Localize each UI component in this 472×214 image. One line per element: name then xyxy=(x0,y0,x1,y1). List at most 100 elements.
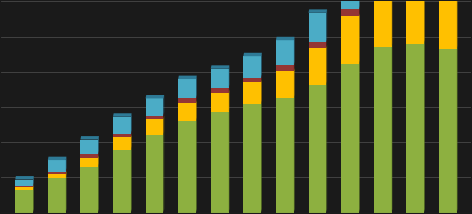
Polygon shape xyxy=(244,53,262,56)
Bar xyxy=(439,49,457,213)
Polygon shape xyxy=(294,68,295,98)
Polygon shape xyxy=(196,76,197,98)
Polygon shape xyxy=(359,61,360,213)
Polygon shape xyxy=(131,113,132,134)
Polygon shape xyxy=(359,0,360,9)
Bar xyxy=(80,167,98,213)
Polygon shape xyxy=(33,184,34,190)
Bar xyxy=(113,137,131,150)
Polygon shape xyxy=(131,130,132,137)
Bar xyxy=(406,44,424,213)
Bar xyxy=(145,116,163,119)
Bar xyxy=(15,186,33,187)
Polygon shape xyxy=(424,40,425,213)
Polygon shape xyxy=(228,85,229,93)
Bar xyxy=(276,98,294,213)
Bar xyxy=(244,78,261,82)
Bar xyxy=(48,171,66,174)
Polygon shape xyxy=(15,176,34,180)
Polygon shape xyxy=(163,132,164,213)
Polygon shape xyxy=(66,175,67,213)
Polygon shape xyxy=(113,113,132,117)
Bar xyxy=(145,98,163,116)
Bar xyxy=(113,134,131,137)
Polygon shape xyxy=(261,74,262,82)
Bar xyxy=(178,79,196,98)
Bar xyxy=(80,158,98,167)
Polygon shape xyxy=(98,151,99,158)
Bar xyxy=(341,9,359,16)
Polygon shape xyxy=(163,95,164,116)
Polygon shape xyxy=(98,136,99,154)
Polygon shape xyxy=(309,9,327,13)
Bar xyxy=(80,154,98,158)
Polygon shape xyxy=(178,76,197,79)
Bar xyxy=(374,47,392,213)
Bar xyxy=(244,82,261,104)
Polygon shape xyxy=(163,116,164,135)
Bar xyxy=(276,71,294,98)
Bar xyxy=(48,178,66,213)
Bar xyxy=(341,0,359,9)
Bar xyxy=(145,119,163,135)
Bar xyxy=(309,48,327,85)
Polygon shape xyxy=(211,65,229,69)
Bar xyxy=(113,117,131,134)
Polygon shape xyxy=(294,37,295,65)
Bar xyxy=(145,135,163,213)
Polygon shape xyxy=(261,101,262,213)
Bar xyxy=(15,187,33,190)
Bar xyxy=(276,40,294,65)
Bar xyxy=(276,65,294,71)
Bar xyxy=(211,69,228,88)
Polygon shape xyxy=(66,168,67,174)
Polygon shape xyxy=(261,53,262,78)
Polygon shape xyxy=(424,0,425,44)
Polygon shape xyxy=(33,186,34,213)
Polygon shape xyxy=(294,62,295,71)
Bar xyxy=(374,0,392,47)
Bar xyxy=(211,93,228,112)
Bar xyxy=(80,140,98,154)
Polygon shape xyxy=(261,79,262,104)
Polygon shape xyxy=(294,95,295,213)
Polygon shape xyxy=(196,95,197,103)
Bar xyxy=(341,16,359,64)
Bar xyxy=(178,98,196,103)
Polygon shape xyxy=(80,136,99,140)
Bar xyxy=(406,0,424,44)
Polygon shape xyxy=(228,109,229,213)
Polygon shape xyxy=(66,157,67,171)
Bar xyxy=(15,180,33,186)
Bar xyxy=(309,43,327,48)
Polygon shape xyxy=(131,146,132,213)
Bar xyxy=(244,56,261,78)
Polygon shape xyxy=(359,6,360,16)
Bar xyxy=(48,160,66,171)
Bar xyxy=(244,104,261,213)
Bar xyxy=(15,190,33,213)
Polygon shape xyxy=(276,37,295,40)
Bar xyxy=(211,112,228,213)
Bar xyxy=(309,85,327,213)
Polygon shape xyxy=(98,163,99,213)
Polygon shape xyxy=(228,89,229,112)
Polygon shape xyxy=(66,170,67,178)
Bar xyxy=(341,64,359,213)
Polygon shape xyxy=(196,118,197,213)
Polygon shape xyxy=(48,157,67,160)
Polygon shape xyxy=(33,176,34,186)
Bar xyxy=(178,103,196,121)
Polygon shape xyxy=(163,112,164,119)
Bar xyxy=(48,174,66,178)
Polygon shape xyxy=(131,134,132,150)
Polygon shape xyxy=(359,13,360,64)
Bar xyxy=(309,13,327,43)
Polygon shape xyxy=(196,100,197,121)
Bar xyxy=(439,0,457,49)
Bar xyxy=(113,150,131,213)
Polygon shape xyxy=(228,65,229,88)
Bar xyxy=(211,88,228,93)
Bar xyxy=(178,121,196,213)
Polygon shape xyxy=(145,95,164,98)
